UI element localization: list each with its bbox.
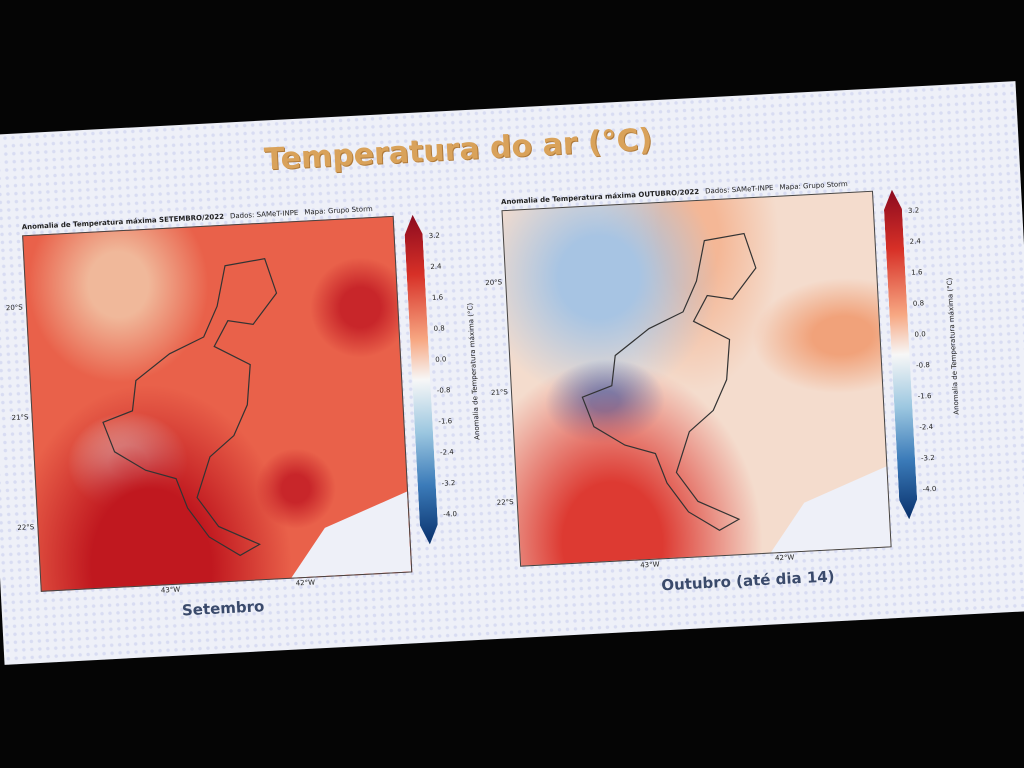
colorbar-tick: 3.2 [907, 206, 920, 215]
colorbar-tick: 3.2 [428, 231, 441, 241]
lat-label: 21°S [11, 413, 29, 423]
colorbar-tick: 0.0 [435, 355, 447, 364]
colorbar-tick: 1.6 [911, 268, 923, 277]
lat-label: 20°S [485, 278, 503, 288]
map-panel: Anomalia de Temperatura máxima OUTUBRO/2… [485, 173, 1002, 618]
colorbar-tick: -2.4 [919, 422, 934, 432]
colorbar-tick: 0.8 [433, 324, 445, 333]
lat-label: 22°S [496, 497, 514, 507]
lat-label: 21°S [490, 388, 509, 398]
colorbar-label: Anomalia de Temperatura máxima (°C) [466, 302, 482, 441]
lon-label: 43°W [640, 560, 660, 570]
data-source: Dados: SAMeT-INPE [229, 208, 299, 221]
colorbar-tick: 1.6 [431, 293, 444, 302]
slide: Temperatura do ar (°C) Anomalia de Tempe… [0, 81, 1024, 665]
colorbar-tick: 2.4 [430, 262, 442, 272]
lat-label: 20°S [5, 303, 23, 313]
data-source: Dados: SAMeT-INPE [704, 183, 774, 196]
colorbar-tick: 0.8 [912, 299, 925, 308]
colorbar-tick: 0.0 [914, 330, 926, 339]
heatmap [501, 190, 892, 567]
lon-label: 42°W [295, 578, 316, 588]
colorbar-tick: -0.8 [915, 361, 931, 370]
map-credit: Mapa: Grupo Storm [304, 204, 373, 217]
colorbar-tick: -1.6 [917, 391, 932, 401]
colorbar-tick: -1.6 [438, 417, 453, 426]
colorbar-tick: -4.0 [443, 509, 458, 519]
colorbar-tick: -3.2 [441, 479, 456, 488]
map-caption: Outubro (até dia 14) [660, 567, 835, 595]
slide-title: Temperatura do ar (°C) [263, 122, 654, 178]
colorbar-tick: -2.4 [439, 448, 454, 457]
lat-label: 22°S [17, 523, 35, 532]
region-border [581, 232, 757, 531]
lon-label: 42°W [774, 553, 795, 563]
map-panel: Anomalia de Temperatura máxima SETEMBRO/… [6, 198, 522, 643]
colorbar-tick: -3.2 [920, 453, 935, 463]
region-outline [102, 258, 278, 557]
heatmap [22, 215, 413, 592]
colorbar-tick: -0.8 [436, 386, 451, 395]
map-credit: Mapa: Grupo Storm [779, 180, 848, 192]
lon-label: 43°W [160, 585, 181, 595]
map-caption: Setembro [181, 597, 265, 620]
colorbar-tick: 2.4 [909, 237, 922, 246]
region-border [102, 258, 278, 557]
colorbar-tick: -4.0 [922, 484, 937, 494]
colorbar-label: Anomalia de Temperatura máxima (°C) [945, 277, 961, 415]
region-outline [581, 232, 757, 531]
